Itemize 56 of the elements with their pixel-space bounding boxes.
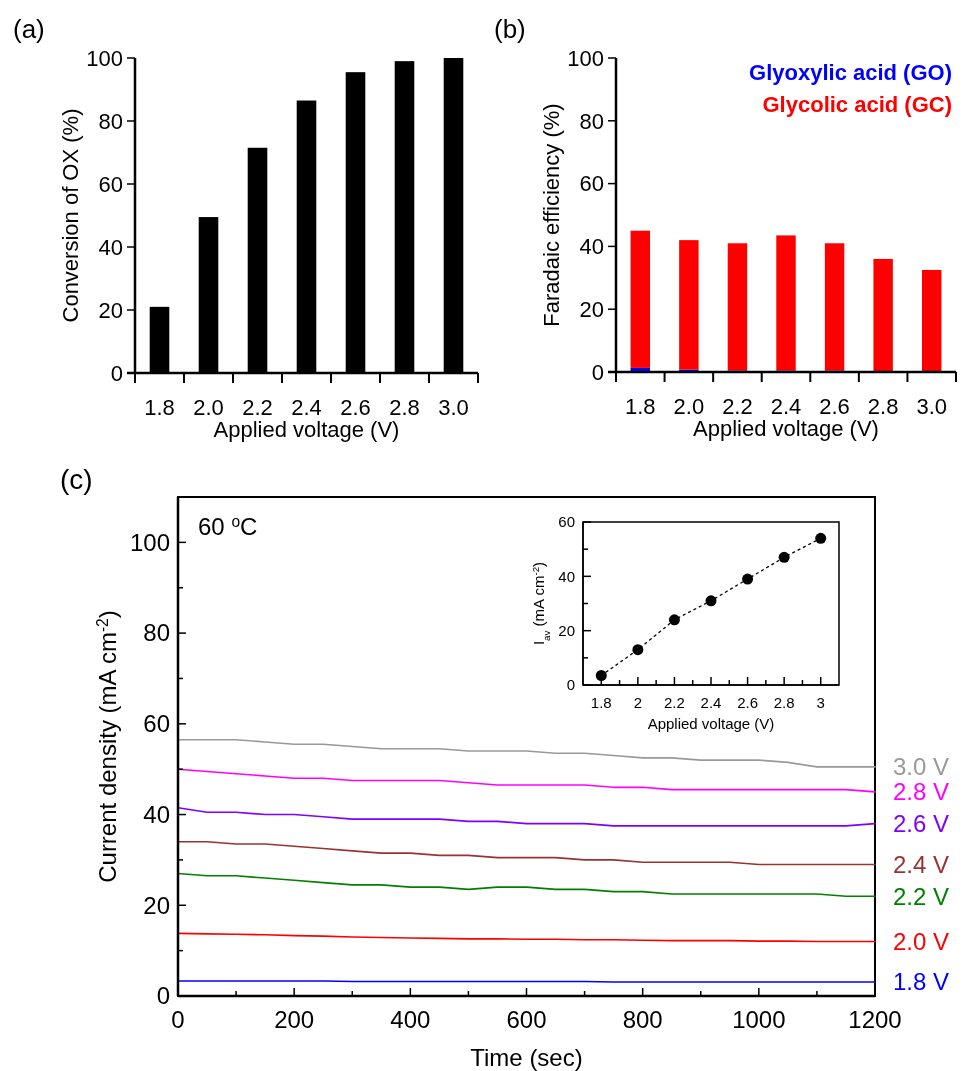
chart-title: (b) [494, 14, 526, 44]
y-tick-label: 0 [566, 676, 575, 694]
y-tick-label: 20 [143, 891, 170, 919]
y-tick-label: 60 [98, 171, 123, 197]
y-tick-label: 60 [558, 513, 575, 531]
series-label: 3.0 V [893, 753, 950, 781]
x-axis-title: Applied voltage (V) [647, 714, 775, 732]
x-tick-label: 400 [390, 1006, 431, 1033]
x-tick-label: 2.8 [773, 694, 795, 711]
y-tick-label: 80 [143, 619, 170, 647]
y-tick-label: 0 [156, 982, 170, 1010]
x-tick-label: 3 [816, 694, 825, 711]
text: Glyoxylic acid (GO) [749, 60, 952, 85]
y-tick-label: 40 [98, 234, 123, 260]
series-label: 2.0 V [893, 927, 950, 955]
x-tick-label: 1.8 [144, 395, 175, 420]
x-tick-label: 600 [506, 1006, 547, 1033]
x-tick-label: 2.4 [700, 694, 722, 711]
x-tick-label: 2.2 [664, 694, 685, 711]
x-tick-label: 800 [622, 1006, 663, 1033]
y-tick-label: 20 [558, 621, 575, 639]
y-tick-label: 40 [579, 234, 604, 260]
y-tick-label: 20 [98, 297, 123, 323]
y-tick-label: 0 [110, 360, 123, 386]
text: Glycolic acid (GC) [762, 92, 952, 117]
series-label: 2.6 V [893, 810, 950, 838]
x-tick-label: 2 [633, 694, 643, 711]
x-tick-label: 2.6 [737, 694, 758, 711]
y-axis-title: Faradaic efficiency (%) [538, 103, 564, 327]
x-tick-label: 3.0 [438, 395, 469, 420]
y-tick-label: 100 [129, 528, 170, 556]
annotation: 60 $^{o}$C [198, 512, 258, 540]
y-tick-label: 80 [98, 108, 123, 134]
series-label: 2.2 V [893, 882, 950, 910]
chart-title: (a) [13, 14, 45, 44]
x-axis-title: Time (sec) [470, 1043, 583, 1071]
x-tick-label: 1000 [732, 1006, 786, 1033]
y-tick-label: 40 [558, 567, 575, 585]
x-tick-label: 3.0 [916, 394, 948, 419]
x-tick-label: 1.8 [590, 694, 612, 711]
series-label: 2.8 V [893, 778, 950, 806]
y-tick-label: 60 [579, 171, 604, 197]
y-tick-label: 0 [591, 359, 604, 385]
y-tick-label: 100 [86, 45, 123, 71]
x-tick-label: 1200 [848, 1006, 902, 1033]
y-tick-label: 100 [567, 45, 604, 71]
y-tick-label: 60 [143, 710, 170, 738]
y-tick-label: 20 [579, 296, 604, 322]
x-tick-label: 1.8 [624, 394, 656, 419]
y-tick-label: 40 [143, 800, 170, 828]
y-axis-title: Conversion of OX (%) [57, 108, 83, 323]
series-label: 2.4 V [893, 850, 950, 878]
chart-title: (c) [60, 464, 93, 495]
series-label: 1.8 V [893, 968, 950, 996]
x-tick-label: 200 [274, 1006, 315, 1033]
y-tick-label: 80 [579, 108, 604, 134]
